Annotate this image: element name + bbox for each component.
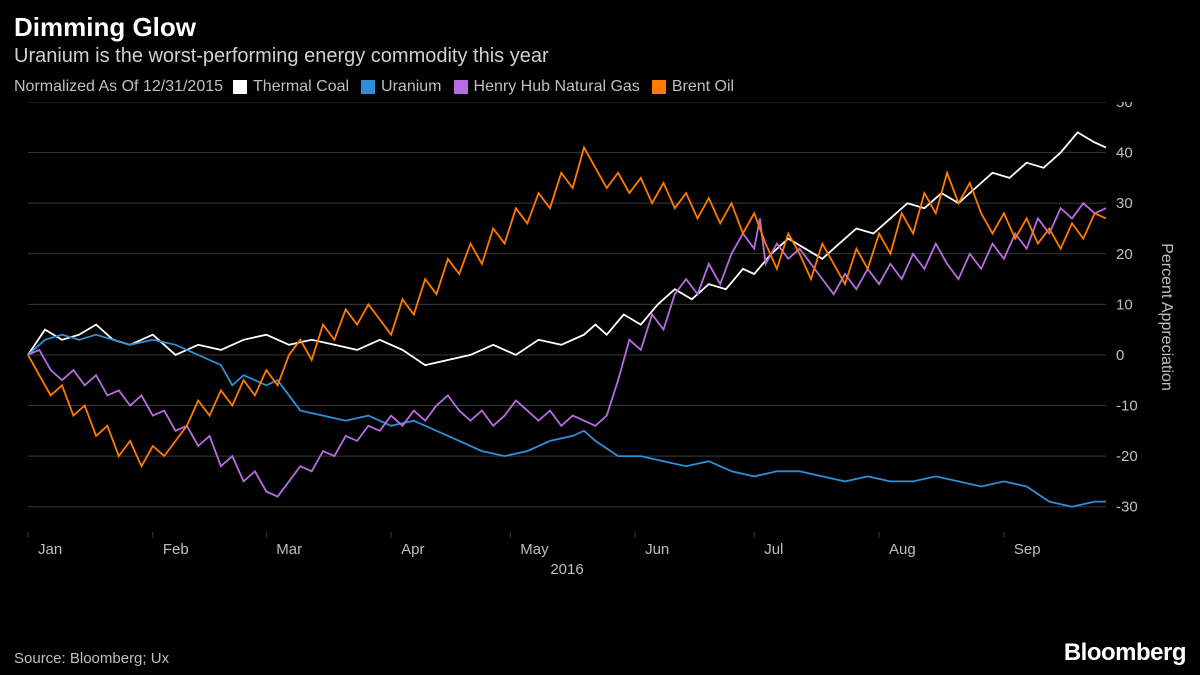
svg-text:0: 0 [1116,347,1124,364]
legend-item: Henry Hub Natural Gas [454,78,640,96]
source-text: Source: Bloomberg; Ux [14,650,169,667]
legend-label: Henry Hub Natural Gas [474,78,640,96]
svg-text:Sep: Sep [1014,541,1041,558]
svg-text:Jun: Jun [645,541,669,558]
svg-text:20: 20 [1116,246,1133,263]
line-chart-svg: -30 -20 -10 0 10 20 30 40 50 Jan Feb Mar Apr May Jun Ju… [14,102,1186,602]
svg-text:10: 10 [1116,296,1133,313]
legend-item: Brent Oil [652,78,734,96]
svg-text:May: May [520,541,549,558]
svg-text:Aug: Aug [889,541,916,558]
legend-swatch [454,80,468,94]
svg-text:-20: -20 [1116,448,1138,465]
svg-text:Mar: Mar [276,541,302,558]
svg-text:30: 30 [1116,195,1133,212]
chart-container: Dimming Glow Uranium is the worst-perfor… [0,0,1200,675]
legend-label: Brent Oil [672,78,734,96]
legend: Normalized As Of 12/31/2015 Thermal Coal… [14,78,1186,96]
legend-label: Uranium [381,78,441,96]
series-line [28,203,1106,496]
chart-title: Dimming Glow [14,12,1186,43]
svg-text:Apr: Apr [401,541,424,558]
legend-label: Thermal Coal [253,78,349,96]
chart-subtitle: Uranium is the worst-performing energy c… [14,45,1186,68]
brand-logo: Bloomberg [1064,639,1186,667]
svg-text:Feb: Feb [163,541,189,558]
svg-text:2016: 2016 [550,561,583,578]
chart-footer: Source: Bloomberg; Ux Bloomberg [14,639,1186,667]
legend-swatch [652,80,666,94]
series-line [28,132,1106,365]
chart-plot-area: -30 -20 -10 0 10 20 30 40 50 Jan Feb Mar Apr May Jun Ju… [14,102,1186,602]
svg-text:50: 50 [1116,102,1133,111]
legend-item: Uranium [361,78,441,96]
svg-text:Percent Appreciation: Percent Appreciation [1158,243,1175,391]
legend-swatch [361,80,375,94]
legend-swatch [233,80,247,94]
svg-text:Jan: Jan [38,541,62,558]
svg-text:Jul: Jul [764,541,783,558]
svg-text:40: 40 [1116,145,1133,162]
svg-text:-30: -30 [1116,499,1138,516]
legend-note: Normalized As Of 12/31/2015 [14,78,223,96]
svg-text:-10: -10 [1116,398,1138,415]
legend-item: Thermal Coal [233,78,349,96]
